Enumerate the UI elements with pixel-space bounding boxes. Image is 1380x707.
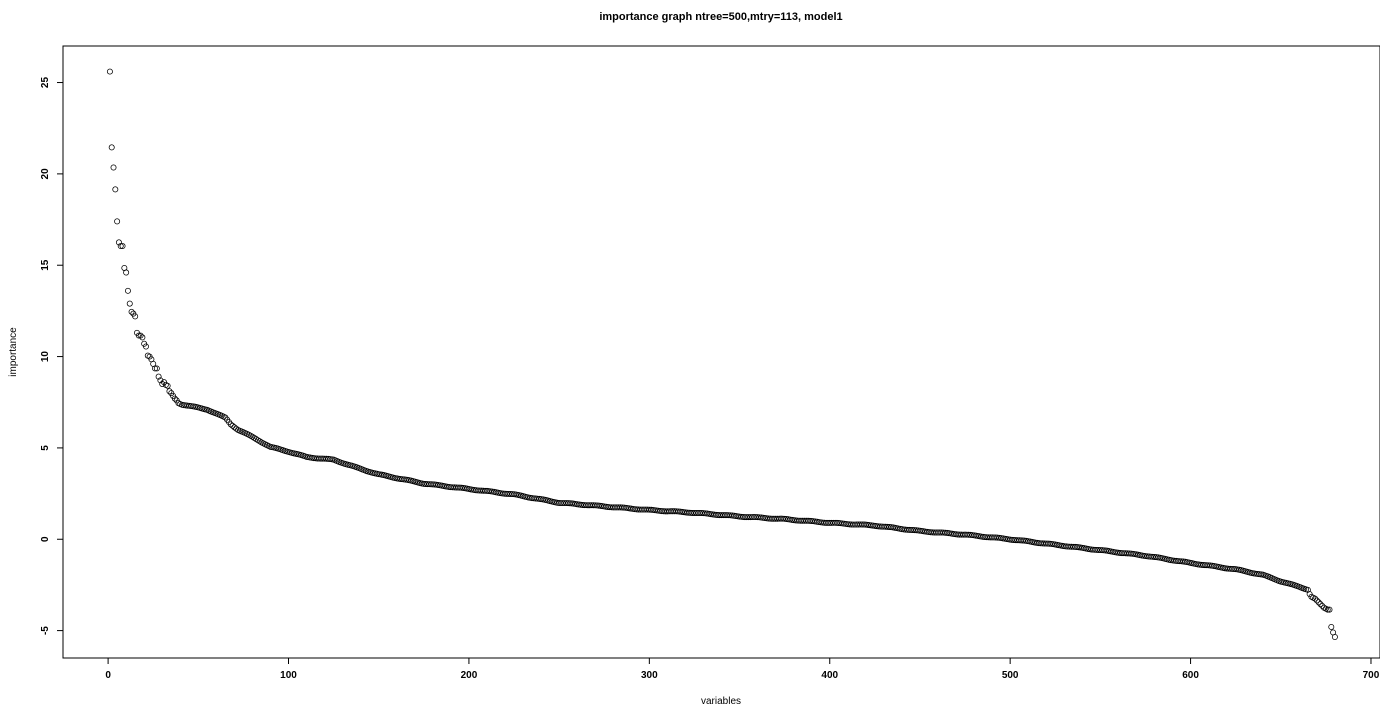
y-tick-label: -5 [40,626,51,635]
data-point [1331,634,1338,640]
data-point [1312,595,1319,602]
data-point [171,395,178,402]
data-point [1326,606,1333,613]
y-axis: -5 0 5 10 15 20 25 [40,77,63,635]
data-point [227,421,234,428]
x-tick-label: 500 [1002,670,1019,681]
y-tick-label: 0 [40,536,51,542]
x-tick-label: 100 [280,670,297,681]
data-point [166,388,173,395]
data-point [114,218,121,225]
data-point [108,144,115,151]
x-tick-label: 0 [105,670,111,681]
y-axis-label: importance [8,327,19,377]
data-point [112,186,119,193]
x-tick-label: 400 [821,670,838,681]
data-point [157,377,164,384]
data-point [115,239,122,246]
data-point [139,334,146,341]
data-point [137,332,144,339]
data-point [119,243,126,250]
y-tick-label: 5 [40,445,51,451]
data-point [1315,599,1322,606]
data-point [1324,606,1331,613]
x-axis-label: variables [701,696,741,707]
data-point [124,287,131,294]
data-point [1317,601,1324,608]
data-point [1313,597,1320,604]
y-tick-label: 25 [40,77,51,89]
y-tick-label: 20 [40,168,51,180]
data-point [143,343,149,350]
x-tick-label: 700 [1363,670,1380,681]
x-tick-label: 600 [1182,670,1199,681]
y-tick-label: 10 [40,351,51,363]
data-point [164,382,171,389]
y-tick-label: 15 [40,259,51,271]
chart-title: importance graph ntree=500,mtry=113, mod… [599,11,842,23]
data-point [110,164,117,171]
data-point [126,300,133,307]
data-point [128,308,135,315]
data-point [155,373,162,380]
data-point [159,380,166,387]
data-point [152,365,158,372]
data-point [153,365,160,372]
data-point [106,68,113,75]
data-point [1328,623,1335,630]
data-point [123,269,130,276]
data-point [135,332,142,339]
data-point [117,243,124,250]
data-point [132,313,139,320]
x-tick-label: 200 [461,670,478,681]
plot-frame [62,45,1380,659]
data-point [1256,571,1263,578]
x-axis: 0 100 200 300 400 500 600 700 [105,658,1380,681]
x-tick-label: 300 [641,670,658,681]
data-points [106,68,1338,640]
